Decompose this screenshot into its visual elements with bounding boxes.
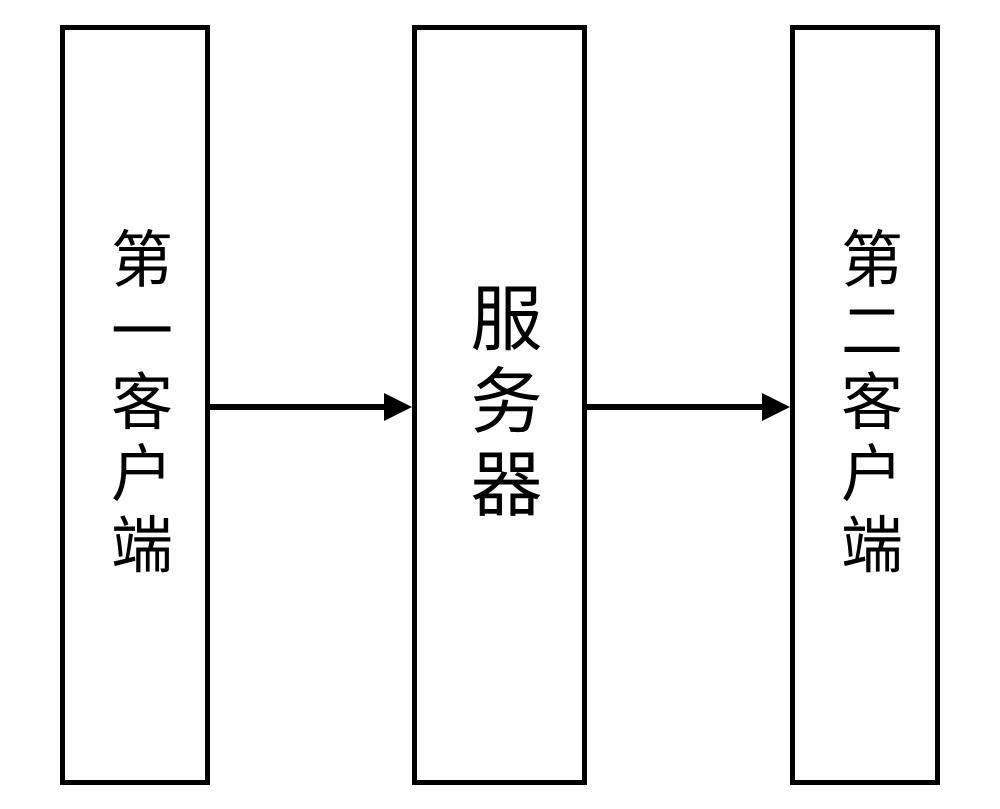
node-server: 服务器 — [412, 25, 587, 785]
edge-server-client2-arrowhead-icon — [762, 393, 790, 421]
node-client1-label: 第一客户端 — [90, 227, 180, 584]
node-client2-label: 第二客户端 — [820, 227, 910, 584]
edge-server-client2-line — [587, 404, 764, 410]
node-client2: 第二客户端 — [790, 25, 940, 785]
edge-client1-server-arrowhead-icon — [384, 393, 412, 421]
flowchart-diagram: 第一客户端 服务器 第二客户端 — [0, 0, 1000, 809]
node-server-label: 服务器 — [447, 281, 552, 529]
node-client1: 第一客户端 — [60, 25, 210, 785]
edge-client1-server-line — [210, 404, 386, 410]
